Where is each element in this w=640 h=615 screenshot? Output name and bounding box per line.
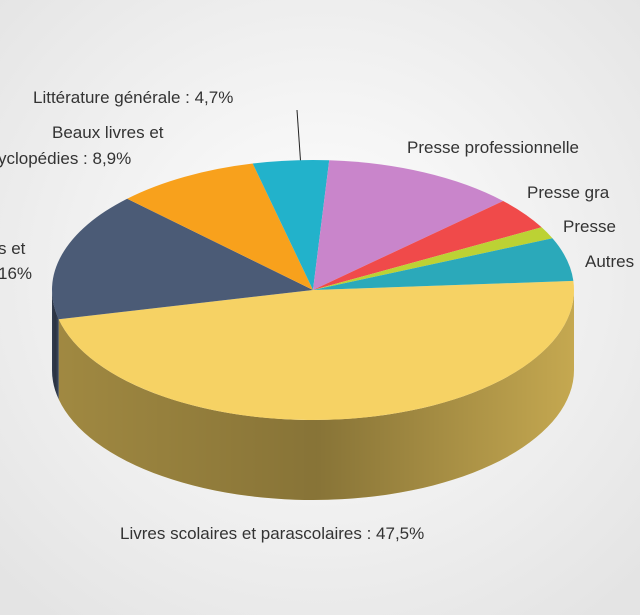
slice [52, 198, 314, 320]
slice-side-shade [52, 290, 59, 400]
slice-label: Beaux livres et [52, 123, 164, 142]
slice [252, 160, 330, 290]
slice [127, 163, 314, 290]
slice [313, 238, 574, 290]
slice-label: yclopédies : 8,9% [0, 149, 131, 168]
slice [58, 280, 574, 420]
slice-label: Livres scolaires et parascolaires : 47,5… [120, 524, 424, 543]
slice [313, 160, 504, 290]
leader-line [296, 109, 302, 169]
slice-label: Littérature générale : 4,7% [33, 88, 233, 107]
slice-side-shade [58, 290, 575, 500]
slice [313, 227, 553, 290]
slice-label: Presse gra [527, 183, 610, 202]
slice-label: Presse [563, 217, 616, 236]
slice-label: Autres [585, 252, 634, 271]
slice-label: s et [0, 239, 26, 258]
slice [313, 200, 542, 290]
slice-label: 16% [0, 264, 32, 283]
slice-label: Presse professionnelle [407, 138, 579, 157]
